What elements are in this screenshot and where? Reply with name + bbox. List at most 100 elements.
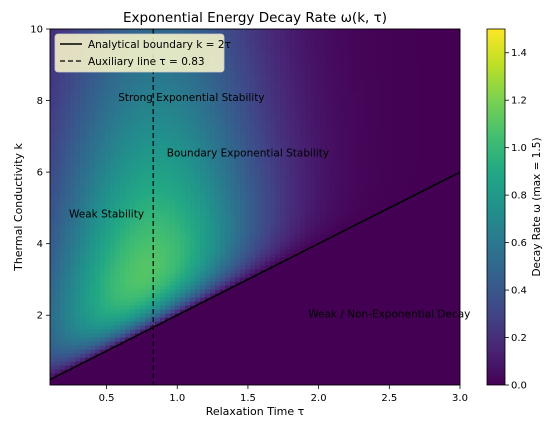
heatmap-cell xyxy=(170,81,176,86)
heatmap-cell xyxy=(70,337,76,342)
heatmap-cell xyxy=(180,289,186,294)
heatmap-cell xyxy=(120,181,126,186)
heatmap-cell xyxy=(250,129,256,134)
heatmap-cell xyxy=(195,201,201,206)
heatmap-cell xyxy=(110,317,116,322)
heatmap-cell xyxy=(220,345,226,350)
heatmap-cell xyxy=(290,85,296,90)
heatmap-cell xyxy=(290,365,296,370)
heatmap-cell xyxy=(290,37,296,42)
heatmap-cell xyxy=(220,353,226,358)
heatmap-cell xyxy=(105,317,111,322)
heatmap-cell xyxy=(285,289,291,294)
heatmap-cell xyxy=(95,109,101,114)
heatmap-cell xyxy=(210,273,216,278)
heatmap-cell xyxy=(130,349,136,354)
heatmap-cell xyxy=(180,85,186,90)
heatmap-cell xyxy=(60,197,66,202)
heatmap-cell xyxy=(225,253,231,258)
heatmap-cell xyxy=(100,229,106,234)
heatmap-cell xyxy=(105,93,111,98)
heatmap-cell xyxy=(215,265,221,270)
heatmap-cell xyxy=(120,201,126,206)
heatmap-cell xyxy=(190,245,196,250)
heatmap-cell xyxy=(295,213,301,218)
heatmap-cell xyxy=(135,97,141,102)
heatmap-cell xyxy=(275,261,281,266)
heatmap-cell xyxy=(295,81,301,86)
heatmap-cell xyxy=(135,209,141,214)
heatmap-cell xyxy=(265,333,271,338)
heatmap-cell xyxy=(260,105,266,110)
heatmap-cell xyxy=(230,381,236,385)
heatmap-cell xyxy=(220,105,226,110)
heatmap-cell xyxy=(280,305,286,310)
heatmap-cell xyxy=(135,273,141,278)
heatmap-cell xyxy=(135,241,141,246)
heatmap-cell xyxy=(50,361,56,366)
heatmap-cell xyxy=(275,353,281,358)
heatmap-cell xyxy=(85,101,91,106)
heatmap-cell xyxy=(170,361,176,366)
heatmap-cell xyxy=(325,81,331,86)
heatmap-cell xyxy=(265,277,271,282)
heatmap-cell xyxy=(200,113,206,118)
heatmap-cell xyxy=(75,129,81,134)
heatmap-cell xyxy=(235,29,241,34)
heatmap-cell xyxy=(130,277,136,282)
heatmap-cell xyxy=(275,357,281,362)
heatmap-cell xyxy=(65,289,71,294)
heatmap-cell xyxy=(225,377,231,382)
heatmap-cell xyxy=(215,189,221,194)
heatmap-cell xyxy=(80,129,86,134)
heatmap-cell xyxy=(285,365,291,370)
heatmap-cell xyxy=(295,105,301,110)
heatmap-cell xyxy=(105,257,111,262)
heatmap-cell xyxy=(120,345,126,350)
heatmap-cell xyxy=(195,341,201,346)
heatmap-cell xyxy=(205,313,211,318)
heatmap-cell xyxy=(245,261,251,266)
heatmap-cell xyxy=(120,141,126,146)
heatmap-cell xyxy=(55,261,61,266)
heatmap-cell xyxy=(120,365,126,370)
heatmap-cell xyxy=(220,189,226,194)
heatmap-cell xyxy=(100,273,106,278)
heatmap-cell xyxy=(320,29,326,34)
heatmap-cell xyxy=(205,289,211,294)
heatmap-cell xyxy=(65,105,71,110)
heatmap-cell xyxy=(285,361,291,366)
heatmap-cell xyxy=(250,113,256,118)
heatmap-cell xyxy=(125,137,131,142)
heatmap-cell xyxy=(180,217,186,222)
heatmap-cell xyxy=(100,373,106,378)
heatmap-cell xyxy=(205,349,211,354)
heatmap-cell xyxy=(305,169,311,174)
heatmap-cell xyxy=(325,313,331,318)
heatmap-cell xyxy=(100,337,106,342)
heatmap-cell xyxy=(250,225,256,230)
heatmap-cell xyxy=(190,377,196,382)
heatmap-cell xyxy=(295,345,301,350)
heatmap-cell xyxy=(135,361,141,366)
heatmap-cell xyxy=(235,361,241,366)
heatmap-cell xyxy=(270,185,276,190)
heatmap-cell xyxy=(215,273,221,278)
heatmap-cell xyxy=(75,97,81,102)
heatmap-cell xyxy=(75,141,81,146)
heatmap-cell xyxy=(120,89,126,94)
heatmap-cell xyxy=(240,233,246,238)
heatmap-cell xyxy=(145,377,151,382)
heatmap-cell xyxy=(240,269,246,274)
heatmap-cell xyxy=(225,133,231,138)
heatmap-cell xyxy=(60,369,66,374)
heatmap-cell xyxy=(155,365,161,370)
heatmap-cell xyxy=(55,97,61,102)
heatmap-cell xyxy=(235,285,241,290)
heatmap-cell xyxy=(170,269,176,274)
heatmap-cell xyxy=(295,329,301,334)
heatmap-cell xyxy=(255,181,261,186)
heatmap-cell xyxy=(125,301,131,306)
heatmap-cell xyxy=(275,49,281,54)
heatmap-cell xyxy=(315,377,321,382)
